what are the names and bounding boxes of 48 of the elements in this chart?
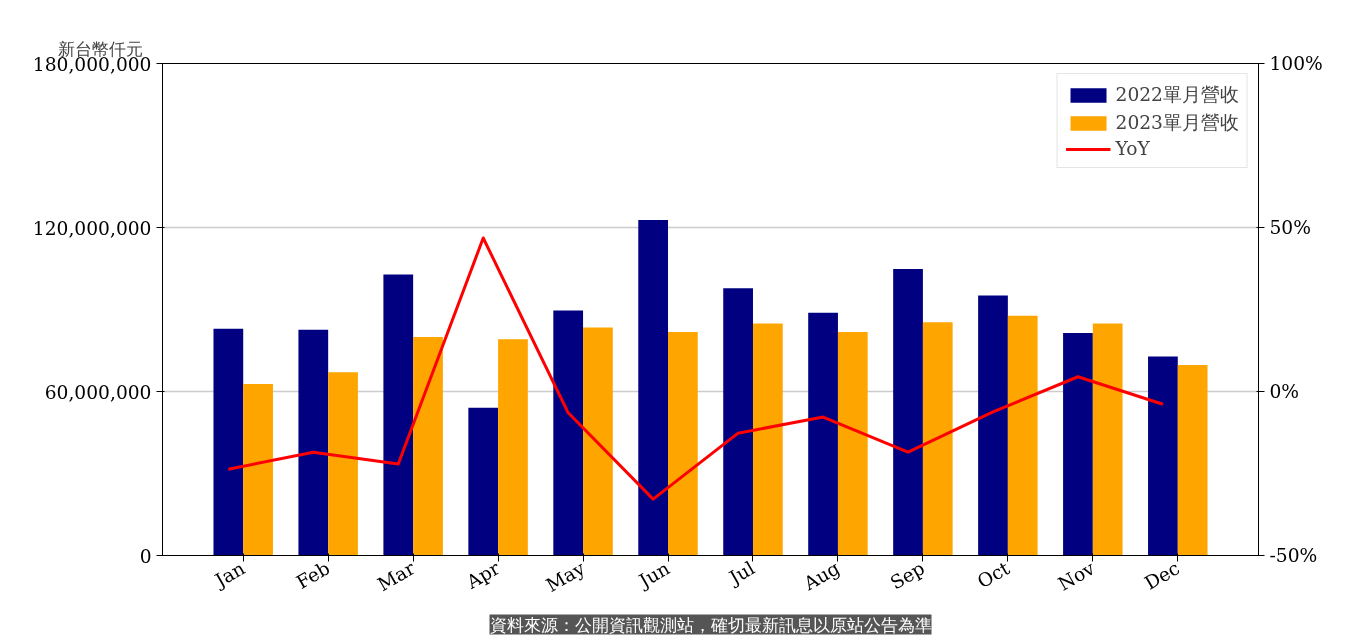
bar [668, 331, 698, 556]
line-series [226, 236, 1165, 501]
bar [893, 269, 923, 556]
bar [213, 328, 244, 556]
x-tick-label: Jan [209, 557, 249, 592]
bar [583, 327, 613, 556]
y2-tick-label: 0% [1269, 381, 1300, 402]
x-tick-label: Apr [462, 557, 504, 594]
y-tick-label: 60,000,000 [44, 381, 152, 403]
bar [468, 407, 499, 556]
bar [723, 288, 753, 556]
x-tick-label: Nov [1054, 557, 1099, 595]
bar [922, 322, 953, 556]
bar [243, 384, 273, 556]
bar [1007, 315, 1038, 556]
bar [1177, 364, 1208, 556]
x-tick-label: Sep [886, 557, 929, 594]
bar [553, 310, 584, 556]
bar [383, 274, 414, 556]
bar [1063, 333, 1093, 556]
y2-tick-label: 100% [1269, 53, 1323, 74]
y-tick-label: 0 [139, 545, 152, 567]
bar [808, 312, 838, 556]
bar [837, 331, 868, 556]
y2-tick-label: 50% [1269, 217, 1311, 238]
x-tick-label: Feb [292, 557, 334, 594]
x-tick-label: May [542, 557, 589, 596]
x-tick-label: Oct [973, 557, 1014, 593]
bar [638, 220, 669, 556]
x-tick-label: Aug [799, 557, 844, 595]
bar [978, 295, 1008, 556]
x-tick-label: Mar [373, 557, 419, 596]
y-tick-label: 120,000,000 [32, 217, 152, 239]
bar [1092, 323, 1123, 556]
x-tick-label: Jul [723, 557, 759, 590]
legend-label: YoY [1115, 138, 1150, 159]
bar [413, 337, 443, 556]
bar [752, 323, 783, 556]
legend-label: 2023單月營收 [1115, 111, 1239, 135]
x-tick-label: Dec [1140, 557, 1184, 594]
bar [328, 372, 358, 556]
y2-tick-label: -50% [1269, 545, 1318, 566]
bar [1148, 356, 1178, 556]
source-note: 資料來源：公開資訊觀測站，確切最新訊息以原站公告為準 [489, 614, 932, 635]
bar [498, 339, 528, 556]
x-tick-label: Jun [633, 557, 674, 593]
bar [298, 329, 329, 556]
legend-label: 2022單月營收 [1115, 83, 1239, 107]
